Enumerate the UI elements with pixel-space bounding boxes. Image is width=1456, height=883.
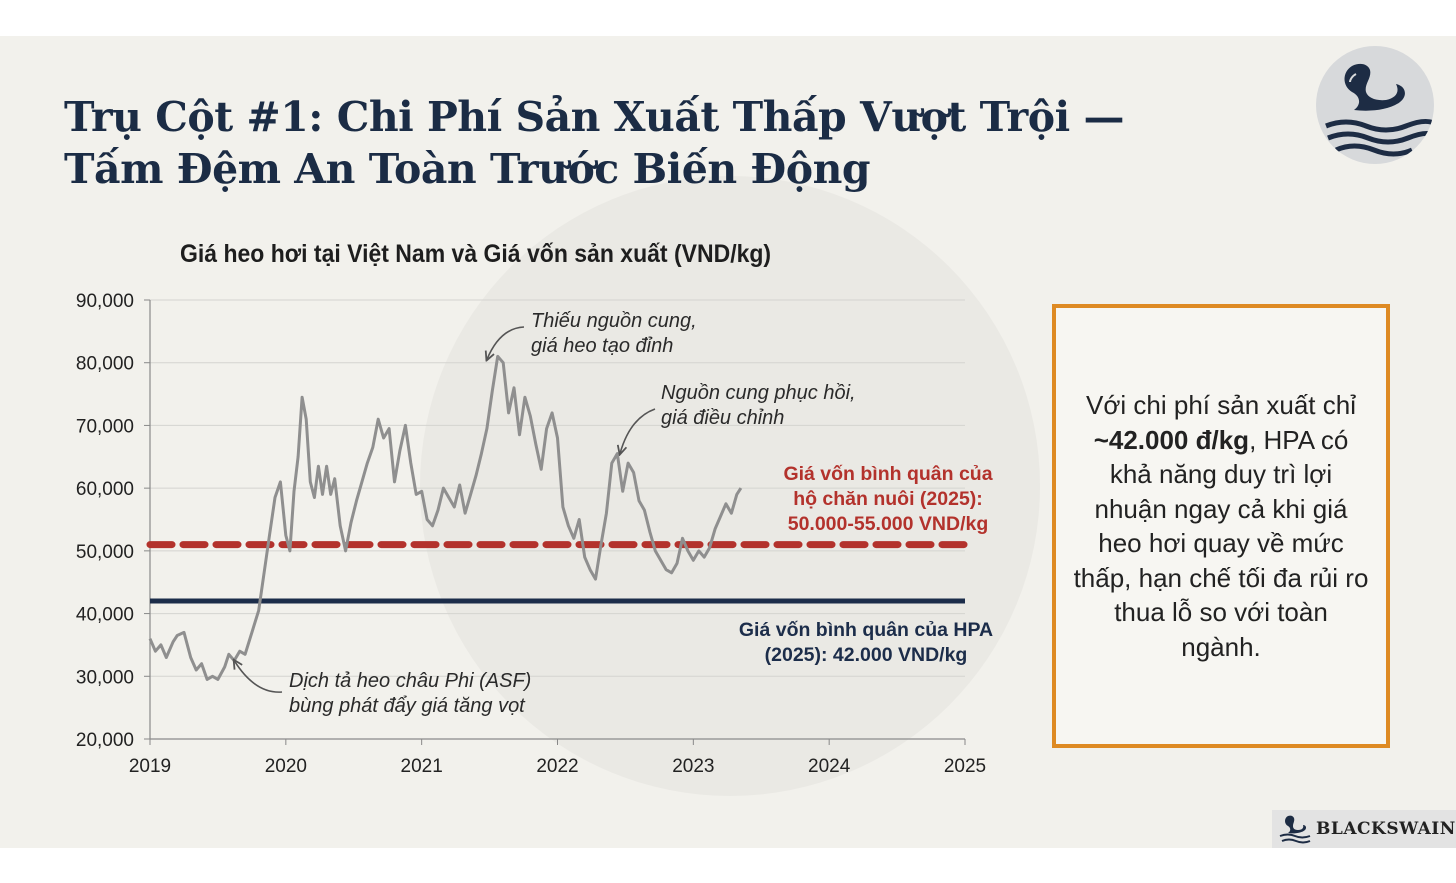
y-tick-label: 50,000 — [76, 542, 134, 563]
note-text: Với chi phí sản xuất chỉ ~42.000 đ/kg, H… — [1071, 388, 1371, 664]
note-text-end: , HPA có khả năng duy trì lợi nhuận ngay… — [1073, 424, 1369, 662]
title-line-1: Trụ Cột #1: Chi Phí Sản Xuất Thấp Vượt T… — [64, 93, 1124, 141]
brand-footer: BLACKSWAIN — [1272, 810, 1456, 848]
swan-logo-icon — [1316, 46, 1434, 164]
annotation-text: Nguồn cung phục hồi, — [661, 382, 856, 404]
swan-watermark — [420, 176, 1040, 796]
x-tick-label: 2025 — [944, 756, 986, 777]
annotation-text: Dịch tả heo châu Phi (ASF) — [289, 670, 531, 692]
y-tick-label: 70,000 — [76, 416, 134, 437]
x-tick-label: 2022 — [536, 756, 578, 777]
y-tick-label: 90,000 — [76, 291, 134, 312]
annotation-text: bùng phát đẩy giá tăng vọt — [289, 695, 526, 717]
ref-line-label: 50.000-55.000 VND/kg — [788, 513, 989, 535]
annotation-text: Thiếu nguồn cung, — [531, 310, 697, 332]
brand-name: BLACKSWAIN — [1316, 819, 1456, 839]
y-tick-label: 80,000 — [76, 354, 134, 375]
note-box: Với chi phí sản xuất chỉ ~42.000 đ/kg, H… — [1052, 304, 1390, 748]
annotation-arrow — [234, 661, 283, 693]
annotation-arrow — [620, 408, 656, 454]
y-tick-label: 20,000 — [76, 730, 134, 751]
x-tick-label: 2023 — [672, 756, 714, 777]
ref-line-label: Giá vốn bình quân của — [783, 463, 992, 485]
y-tick-label: 30,000 — [76, 667, 134, 688]
note-text-highlight: ~42.000 đ/kg — [1093, 424, 1250, 455]
annotation-arrow — [487, 326, 525, 360]
ref-line-label: hộ chăn nuôi (2025): — [793, 488, 983, 510]
price-series-line — [148, 354, 743, 681]
annotation-text: giá điều chỉnh — [661, 407, 784, 429]
y-tick-label: 40,000 — [76, 605, 134, 626]
x-tick-label: 2024 — [808, 756, 851, 777]
chart-title: Giá heo hơi tại Việt Nam và Giá vốn sản … — [180, 240, 772, 268]
annotation-text: giá heo tạo đỉnh — [531, 335, 673, 357]
note-text-start: Với chi phí sản xuất chỉ — [1086, 390, 1356, 420]
x-tick-label: 2019 — [129, 756, 171, 777]
ref-line-label: (2025): 42.000 VND/kg — [765, 644, 968, 666]
x-tick-label: 2021 — [401, 756, 443, 777]
price-chart: 20,000 30,000 40,000 50,000 60,000 70,000 80,0… — [76, 291, 993, 777]
x-tick-label: 2020 — [265, 756, 307, 777]
ref-line-label: Giá vốn bình quân của HPA — [739, 619, 993, 641]
page-title: Trụ Cột #1: Chi Phí Sản Xuất Thấp Vượt T… — [64, 91, 1124, 195]
swan-small-icon — [1279, 815, 1311, 844]
title-line-2: Tấm Đệm An Toàn Trước Biến Động — [64, 145, 871, 193]
y-tick-label: 60,000 — [76, 479, 134, 500]
slide: Trụ Cột #1: Chi Phí Sản Xuất Thấp Vượt T… — [0, 36, 1456, 848]
